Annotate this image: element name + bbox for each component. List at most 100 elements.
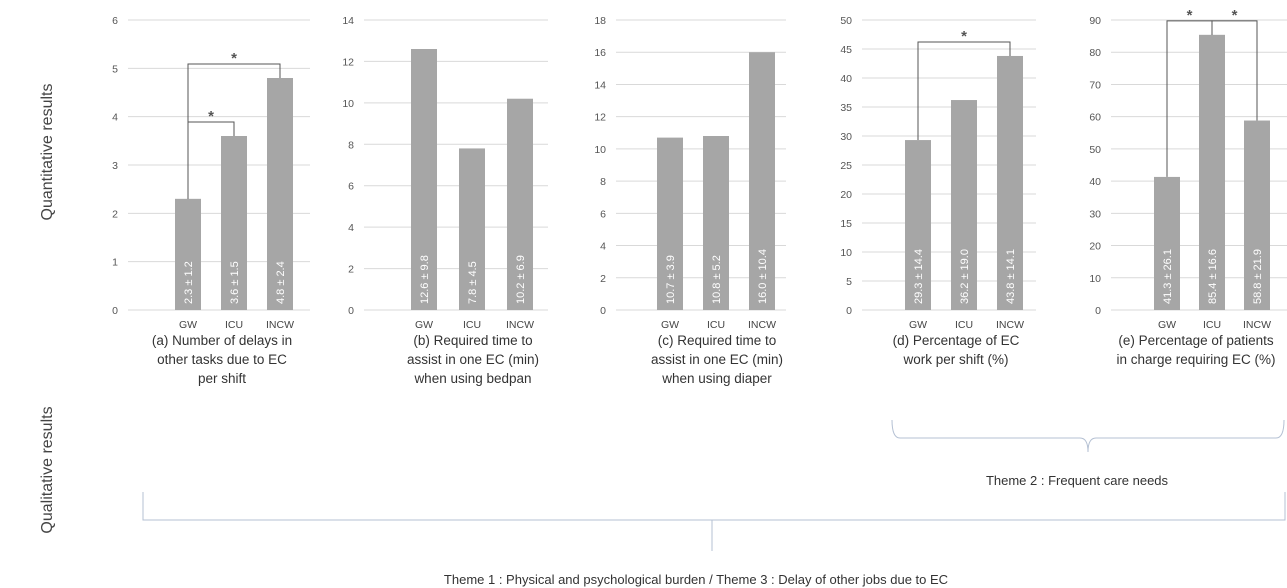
bar-icu — [703, 136, 729, 310]
significance-bracket — [917, 41, 1011, 141]
data-label: 12.6 ± 9.8 — [419, 255, 431, 304]
bar-incw — [507, 98, 533, 310]
significance-star: * — [1187, 7, 1193, 24]
y-tick-label: 2 — [112, 208, 118, 220]
data-label: 43.8 ± 14.1 — [1005, 249, 1017, 304]
chart-caption-line: when using diaper — [661, 371, 772, 386]
y-tick-label: 10 — [840, 247, 852, 259]
y-tick-label: 0 — [348, 305, 354, 317]
data-label: 36.2 ± 19.0 — [959, 249, 971, 304]
y-tick-label: 40 — [840, 73, 852, 85]
significance-bracket — [1211, 20, 1258, 121]
bar-incw — [1244, 120, 1270, 311]
theme1-3-bracket — [142, 492, 1286, 551]
y-tick-label: 5 — [846, 276, 852, 288]
y-tick-label: 1 — [112, 257, 118, 269]
y-tick-label: 18 — [594, 15, 606, 27]
bar-incw — [749, 52, 775, 310]
chart-caption-line: (a) Number of delays in — [152, 333, 292, 348]
y-tick-label: 60 — [1089, 112, 1101, 124]
y-tick-label: 40 — [1089, 176, 1101, 188]
chart-caption-line: work per shift (%) — [902, 352, 1008, 367]
data-label: 3.6 ± 1.5 — [229, 261, 241, 304]
bar-incw — [997, 55, 1023, 311]
category-label: GW — [661, 319, 679, 331]
significance-star: * — [231, 50, 237, 67]
significance-bracket — [187, 121, 235, 199]
y-tick-label: 10 — [1089, 273, 1101, 285]
data-label: 85.4 ± 16.6 — [1207, 249, 1219, 304]
theme1-3-label: Theme 1 : Physical and psychological bur… — [444, 572, 948, 587]
bar-gw — [1154, 176, 1180, 310]
category-label: INCW — [266, 319, 294, 331]
category-label: GW — [415, 319, 433, 331]
category-label: INCW — [1243, 319, 1271, 331]
y-tick-label: 30 — [840, 131, 852, 143]
data-label: 41.3 ± 26.1 — [1162, 249, 1174, 304]
y-tick-label: 70 — [1089, 79, 1101, 91]
data-label: 16.0 ± 10.4 — [757, 249, 769, 304]
category-label: GW — [179, 319, 197, 331]
data-label: 29.3 ± 14.4 — [913, 249, 925, 304]
significance-star: * — [1232, 7, 1238, 24]
chart-caption-line: in charge requiring EC (%) — [1116, 352, 1275, 367]
category-label: ICU — [707, 319, 725, 331]
bar-icu — [221, 136, 247, 310]
significance-star: * — [961, 28, 967, 45]
y-tick-label: 25 — [840, 160, 852, 172]
y-tick-label: 4 — [600, 241, 606, 253]
row-label-quantitative: Quantitative results — [39, 84, 56, 221]
chart-b: 0 2 4 6 8 10 12 14 12.6 ± 9.8 GW 7.8 ± 4.5 ICU 10.2 … — [342, 15, 548, 386]
category-label: INCW — [748, 319, 776, 331]
y-tick-label: 16 — [594, 47, 606, 59]
y-tick-label: 15 — [840, 218, 852, 230]
significance-star: * — [208, 108, 214, 125]
chart-caption-line: other tasks due to EC — [157, 352, 287, 367]
y-tick-label: 50 — [1089, 144, 1101, 156]
y-tick-label: 14 — [342, 15, 354, 27]
y-tick-label: 10 — [342, 98, 354, 110]
y-tick-label: 4 — [112, 112, 118, 124]
theme2-label: Theme 2 : Frequent care needs — [986, 473, 1169, 488]
theme2-bracket — [891, 419, 1285, 453]
y-tick-label: 0 — [112, 305, 118, 317]
row-label-qualitative: Qualitative results — [39, 406, 56, 533]
y-tick-label: 80 — [1089, 47, 1101, 59]
category-label: INCW — [996, 319, 1024, 331]
chart-e: 0 10 20 30 40 50 60 70 80 90 41.3 ± 26.1 GW 85.4 ± 1… — [1089, 7, 1287, 367]
bar-gw — [905, 140, 931, 310]
y-tick-label: 0 — [846, 305, 852, 317]
chart-caption-line: per shift — [198, 371, 246, 386]
bar-gw — [657, 137, 683, 310]
y-tick-label: 2 — [600, 273, 606, 285]
bar-gw — [175, 198, 201, 310]
y-tick-label: 8 — [600, 176, 606, 188]
y-tick-label: 20 — [1089, 241, 1101, 253]
bar-icu — [951, 100, 977, 310]
chart-caption-line: (b) Required time to — [413, 333, 532, 348]
bar-gw — [411, 49, 437, 310]
bar-incw — [267, 78, 293, 310]
category-label: GW — [1158, 319, 1176, 331]
chart-caption-line: when using bedpan — [413, 371, 531, 386]
y-tick-label: 45 — [840, 44, 852, 56]
chart-caption-line: (e) Percentage of patients — [1118, 333, 1274, 348]
y-tick-label: 12 — [594, 112, 606, 124]
category-label: ICU — [225, 319, 243, 331]
y-tick-label: 10 — [594, 144, 606, 156]
data-label: 4.8 ± 2.4 — [275, 261, 287, 304]
y-tick-label: 6 — [348, 181, 354, 193]
category-label: ICU — [463, 319, 481, 331]
category-label: GW — [909, 319, 927, 331]
y-tick-label: 0 — [1095, 305, 1101, 317]
y-tick-label: 50 — [840, 15, 852, 27]
y-tick-label: 2 — [348, 264, 354, 276]
y-tick-label: 30 — [1089, 208, 1101, 220]
chart-caption-line: assist in one EC (min) — [651, 352, 783, 367]
y-tick-label: 35 — [840, 102, 852, 114]
chart-caption-line: assist in one EC (min) — [407, 352, 539, 367]
data-label: 2.3 ± 1.2 — [183, 261, 195, 304]
chart-c: 0 2 4 6 8 10 12 14 16 18 10.7 ± 3.9 GW 10.8 ± 5.2 ICU… — [594, 15, 786, 386]
